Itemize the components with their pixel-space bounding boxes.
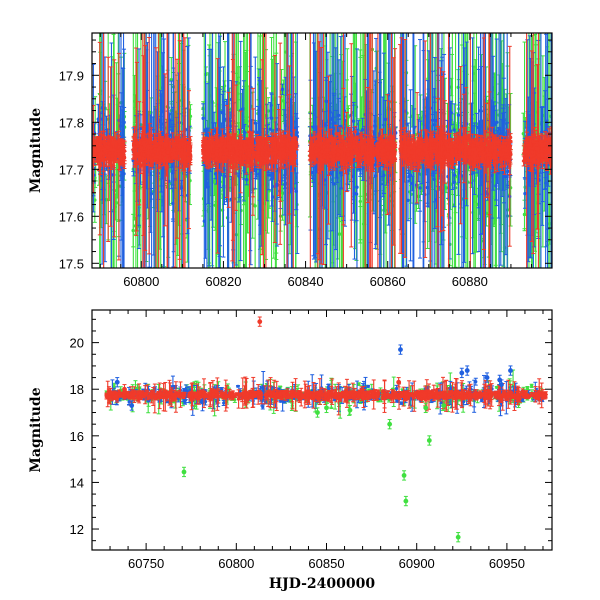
top-green-point-140	[131, 213, 136, 248]
top-green-point-313-marker	[244, 120, 249, 124]
top-blue-point-164-marker	[242, 130, 247, 134]
top-blue-point-163-marker	[203, 128, 208, 132]
top-green-point-458-marker	[383, 208, 387, 212]
top-data-layer	[92, 24, 552, 268]
top-blue-point-261-marker	[253, 121, 258, 125]
top-panel: 60800 60820 60840 60860 6088017.517.617.717.…	[28, 24, 553, 289]
top-green-point-313	[244, 116, 249, 128]
top-blue-point-35-marker	[121, 172, 125, 177]
top-green-point-220-marker	[253, 204, 257, 208]
top-green-point-156-marker	[246, 24, 249, 27]
top-blue-point-169-marker	[201, 116, 205, 121]
top-green-point-303-marker	[213, 203, 217, 207]
top-blue-point-292-marker	[245, 178, 249, 182]
top-green-point-309-marker	[212, 180, 217, 184]
top-blue-point-230-marker	[280, 87, 285, 92]
top-green-point-355-marker	[337, 232, 342, 236]
top-green-point-47	[92, 177, 97, 223]
top-green-point-110-marker	[169, 77, 174, 82]
top-blue-point-296-marker	[267, 173, 271, 177]
top-green-point-456-marker	[346, 115, 350, 119]
top-blue-point-127-marker	[159, 122, 163, 126]
top-green-point-78-marker	[149, 110, 153, 115]
top-blue-point-237-marker	[283, 173, 287, 177]
top-green-point-140-marker	[131, 228, 135, 233]
